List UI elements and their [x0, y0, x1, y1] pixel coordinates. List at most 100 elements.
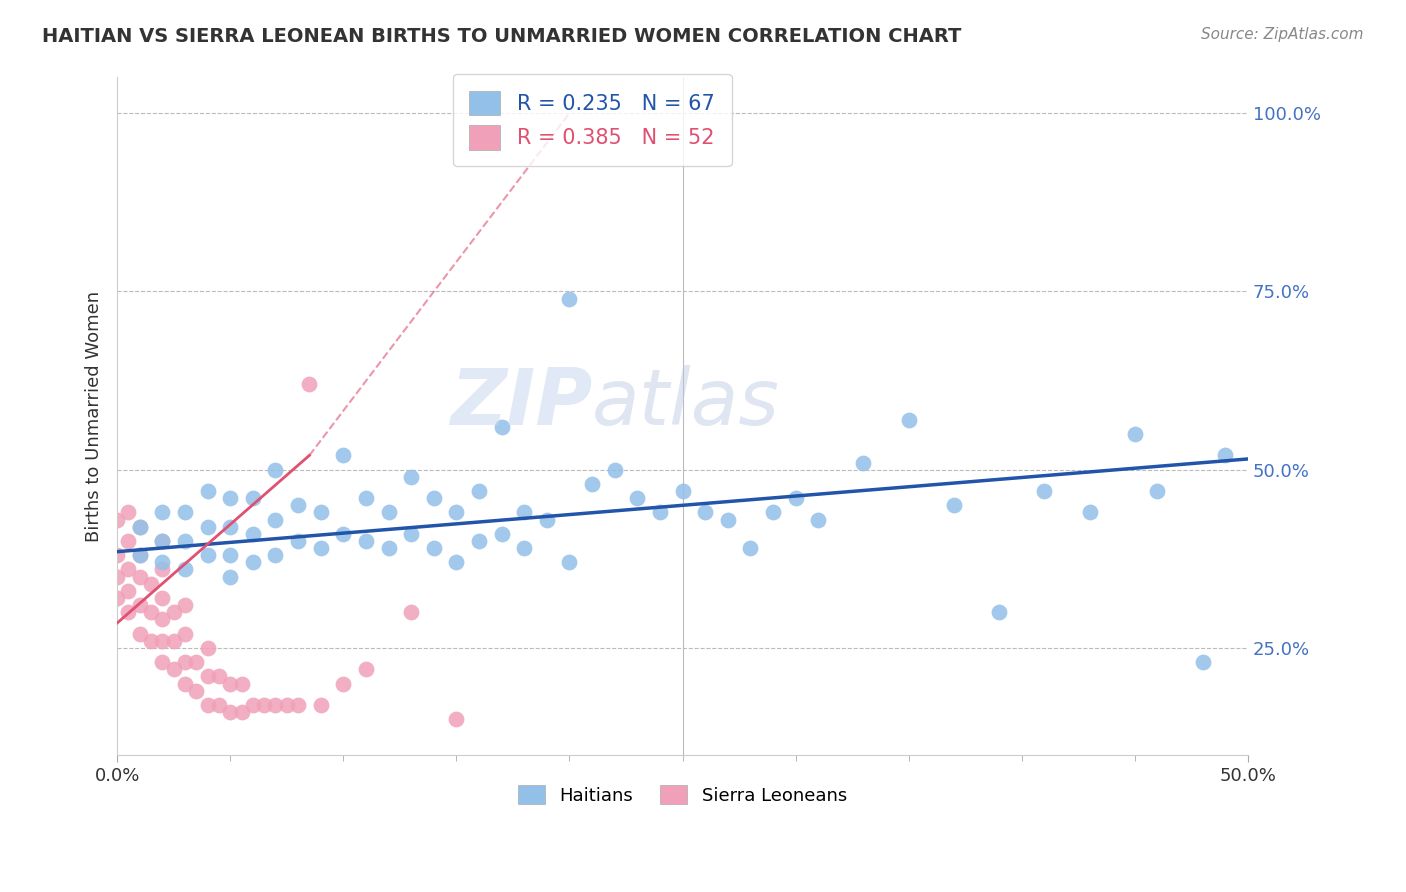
Point [253, 698, 276, 712]
Point [513, 505, 536, 519]
Point [287, 698, 309, 712]
Point [377, 541, 399, 555]
Point [219, 569, 242, 583]
Point [513, 541, 536, 555]
Y-axis label: Births to Unmarried Women: Births to Unmarried Women [86, 291, 103, 541]
Point [174, 676, 197, 690]
Point [197, 640, 219, 655]
Point [264, 548, 287, 562]
Point [446, 555, 468, 569]
Point [626, 491, 648, 505]
Point [695, 505, 717, 519]
Point [446, 505, 468, 519]
Point [152, 555, 174, 569]
Point [219, 548, 242, 562]
Point [1146, 484, 1168, 499]
Point [219, 676, 242, 690]
Point [152, 533, 174, 548]
Point [264, 463, 287, 477]
Point [399, 605, 422, 619]
Legend: Haitians, Sierra Leoneans: Haitians, Sierra Leoneans [509, 776, 856, 814]
Point [942, 498, 965, 512]
Point [152, 655, 174, 669]
Point [446, 712, 468, 726]
Point [671, 484, 693, 499]
Point [208, 698, 231, 712]
Point [197, 548, 219, 562]
Point [1191, 655, 1213, 669]
Point [186, 683, 208, 698]
Point [163, 605, 186, 619]
Point [105, 548, 128, 562]
Point [128, 598, 150, 612]
Point [128, 626, 150, 640]
Point [117, 605, 139, 619]
Point [309, 541, 332, 555]
Point [762, 505, 785, 519]
Point [717, 512, 740, 526]
Point [1033, 484, 1056, 499]
Point [399, 526, 422, 541]
Point [242, 526, 264, 541]
Point [581, 477, 603, 491]
Point [128, 569, 150, 583]
Point [377, 505, 399, 519]
Point [332, 676, 354, 690]
Point [139, 605, 162, 619]
Point [468, 484, 491, 499]
Point [536, 512, 558, 526]
Point [219, 491, 242, 505]
Point [163, 662, 186, 676]
Point [105, 591, 128, 605]
Point [558, 555, 581, 569]
Point [174, 562, 197, 576]
Point [208, 669, 231, 683]
Point [219, 705, 242, 719]
Point [117, 562, 139, 576]
Point [264, 698, 287, 712]
Point [174, 626, 197, 640]
Point [117, 533, 139, 548]
Point [1213, 449, 1236, 463]
Text: ZIP: ZIP [450, 365, 592, 441]
Point [139, 633, 162, 648]
Point [264, 512, 287, 526]
Point [1078, 505, 1101, 519]
Point [105, 569, 128, 583]
Point [332, 449, 354, 463]
Point [139, 576, 162, 591]
Point [152, 505, 174, 519]
Point [423, 491, 446, 505]
Point [128, 548, 150, 562]
Text: atlas: atlas [592, 365, 780, 441]
Point [197, 669, 219, 683]
Point [174, 598, 197, 612]
Point [468, 533, 491, 548]
Point [117, 583, 139, 598]
Point [128, 519, 150, 533]
Point [309, 505, 332, 519]
Point [332, 526, 354, 541]
Point [152, 562, 174, 576]
Point [309, 698, 332, 712]
Point [988, 605, 1011, 619]
Point [231, 676, 253, 690]
Point [354, 662, 377, 676]
Point [603, 463, 626, 477]
Point [785, 491, 807, 505]
Point [152, 633, 174, 648]
Point [174, 655, 197, 669]
Point [648, 505, 671, 519]
Point [117, 505, 139, 519]
Point [219, 519, 242, 533]
Point [298, 377, 321, 392]
Point [558, 292, 581, 306]
Point [152, 612, 174, 626]
Point [287, 533, 309, 548]
Point [174, 533, 197, 548]
Point [128, 519, 150, 533]
Point [197, 519, 219, 533]
Text: Source: ZipAtlas.com: Source: ZipAtlas.com [1201, 27, 1364, 42]
Point [197, 698, 219, 712]
Point [740, 541, 762, 555]
